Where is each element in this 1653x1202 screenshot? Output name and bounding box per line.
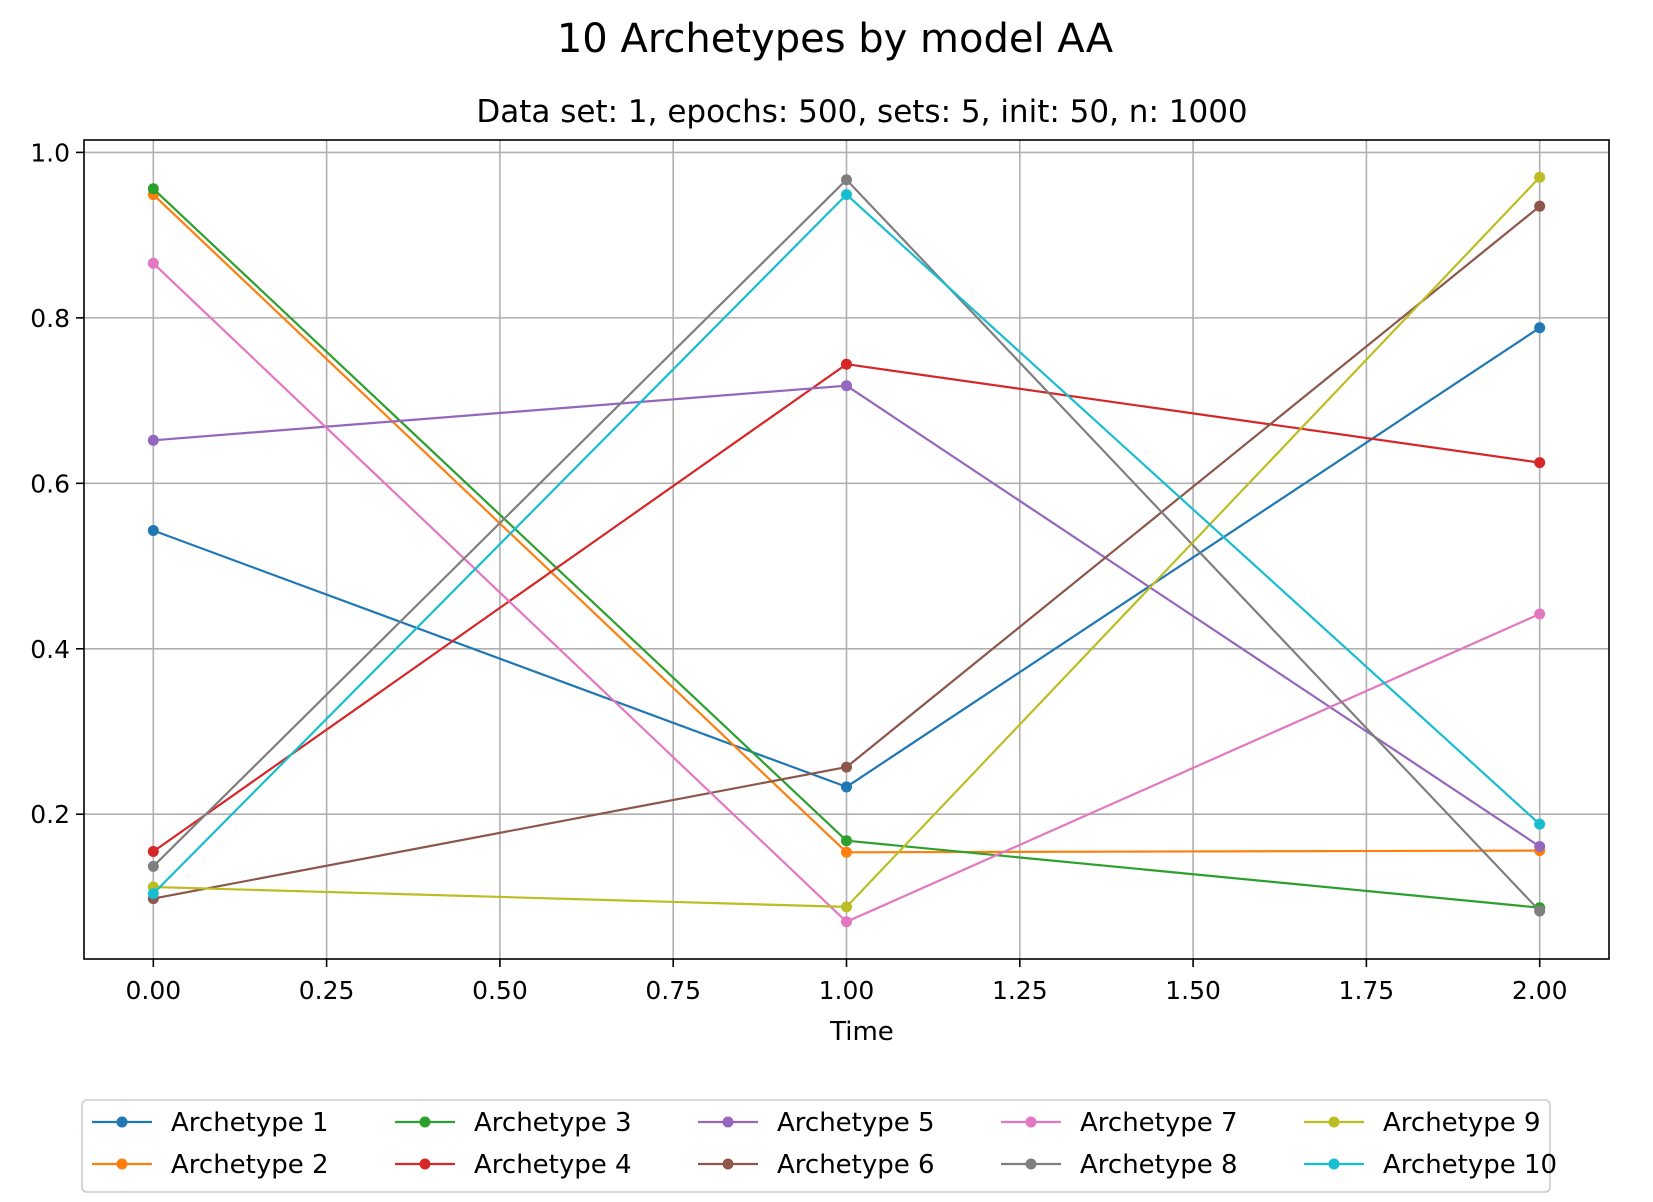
grid-lines — [84, 140, 1609, 959]
data-point — [1534, 818, 1546, 830]
legend-entry: Archetype 1 — [92, 1108, 329, 1138]
data-point — [841, 761, 852, 773]
data-point — [147, 845, 159, 857]
data-point — [1534, 200, 1546, 212]
legend-label: Archetype 5 — [777, 1108, 935, 1138]
legend-label: Archetype 7 — [1080, 1108, 1238, 1138]
series-archetype-8 — [147, 174, 1546, 917]
legend-marker — [419, 1158, 431, 1170]
data-point — [147, 257, 159, 269]
legend-label: Archetype 4 — [474, 1150, 632, 1180]
x-tick-label: 0.00 — [125, 976, 181, 1005]
legend-entry: Archetype 5 — [698, 1108, 935, 1138]
data-point — [841, 901, 852, 913]
x-tick-label: 1.50 — [1165, 976, 1221, 1005]
data-point — [841, 835, 852, 847]
data-point — [841, 189, 852, 201]
legend-label: Archetype 1 — [171, 1108, 329, 1138]
legend-marker — [722, 1158, 734, 1170]
y-tick-label: 0.6 — [30, 469, 70, 498]
data-point — [841, 174, 852, 186]
legend-entry: Archetype 8 — [1001, 1150, 1238, 1180]
data-point — [147, 434, 159, 446]
x-tick-label: 1.25 — [992, 976, 1048, 1005]
x-tick-label: 0.75 — [645, 976, 701, 1005]
series-archetype-10 — [147, 189, 1546, 900]
x-tick-label: 0.25 — [299, 976, 355, 1005]
legend-label: Archetype 6 — [777, 1150, 935, 1180]
y-tick-label: 0.4 — [30, 635, 70, 664]
data-point — [147, 888, 159, 900]
data-point — [841, 358, 852, 370]
legend-entry: Archetype 9 — [1304, 1108, 1541, 1138]
legend: Archetype 1 Archetype 2 Archetype 3 Archety… — [81, 1099, 1557, 1193]
x-tick-label: 0.50 — [472, 976, 528, 1005]
legend-marker — [1025, 1158, 1037, 1170]
legend-label: Archetype 2 — [171, 1150, 329, 1180]
legend-label: Archetype 3 — [474, 1108, 632, 1138]
chart-title: Data set: 1, epochs: 500, sets: 5, init:… — [476, 94, 1247, 130]
series-lines — [147, 171, 1546, 928]
x-tick-label: 1.75 — [1339, 976, 1395, 1005]
data-point — [1534, 840, 1546, 852]
legend-marker — [116, 1158, 128, 1170]
series-archetype-7 — [147, 257, 1546, 928]
legend-label: Archetype 8 — [1080, 1150, 1238, 1180]
data-point — [1534, 457, 1546, 469]
legend-entry: Archetype 3 — [395, 1108, 632, 1138]
legend-marker — [1025, 1116, 1037, 1128]
legend-entry: Archetype 6 — [698, 1150, 935, 1180]
y-tick-label: 0.2 — [30, 800, 70, 829]
x-tick-label: 1.00 — [819, 976, 875, 1005]
data-point — [147, 860, 159, 872]
series-archetype-5 — [147, 380, 1546, 852]
legend-marker — [419, 1116, 431, 1128]
legend-entry: Archetype 2 — [92, 1150, 329, 1180]
data-point — [147, 524, 159, 536]
y-tick-label: 0.8 — [30, 304, 70, 333]
data-point — [841, 846, 852, 858]
legend-entry: Archetype 4 — [395, 1150, 632, 1180]
legend-entry: Archetype 10 — [1304, 1150, 1557, 1180]
data-point — [841, 916, 852, 928]
chart-suptitle: 10 Archetypes by model AA — [557, 16, 1114, 62]
data-point — [841, 781, 852, 793]
x-axis-label: Time — [829, 1017, 894, 1047]
legend-entry: Archetype 7 — [1001, 1108, 1238, 1138]
y-tick-label: 1.0 — [30, 138, 70, 167]
axis-ticks: 0.00 0.25 0.50 0.75 1.00 1.25 1.50 1.75 2.00 0.2 0… — [30, 138, 1567, 1005]
series-archetype-1 — [147, 322, 1546, 793]
legend-marker — [116, 1116, 128, 1128]
series-archetype-4 — [147, 358, 1546, 857]
data-point — [147, 183, 159, 195]
legend-marker — [1328, 1116, 1340, 1128]
legend-label: Archetype 10 — [1383, 1150, 1557, 1180]
data-point — [1534, 322, 1546, 334]
legend-entries: Archetype 1 Archetype 2 Archetype 3 Archety… — [92, 1108, 1557, 1180]
legend-label: Archetype 9 — [1383, 1108, 1541, 1138]
data-point — [1534, 171, 1546, 183]
legend-marker — [1328, 1158, 1340, 1170]
data-point — [1534, 608, 1546, 620]
data-point — [1534, 905, 1546, 917]
legend-marker — [722, 1116, 734, 1128]
x-tick-label: 2.00 — [1512, 976, 1568, 1005]
data-point — [841, 380, 852, 392]
